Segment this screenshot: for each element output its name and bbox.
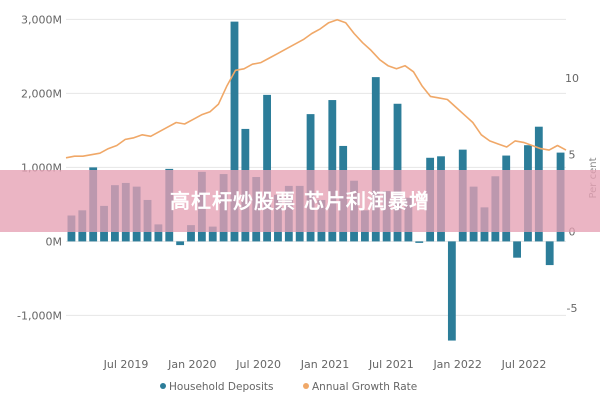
bar <box>513 241 521 258</box>
x-tick-label: Jan 2022 <box>432 358 481 371</box>
legend[interactable]: Household Deposits Annual Growth Rate <box>160 381 417 393</box>
banner-text: 高杠杆炒股票 芯片利润暴增 <box>170 189 430 213</box>
growth-rate-line <box>65 18 567 159</box>
bar <box>208 226 217 242</box>
y-tick-label: 0M <box>46 235 63 248</box>
bar <box>187 225 195 242</box>
gridlines <box>66 18 566 316</box>
legend-marker-growth <box>303 383 309 389</box>
y2-tick-label: 5 <box>569 149 576 162</box>
x-tick-label: Jan 2021 <box>300 358 349 371</box>
bar <box>230 21 239 242</box>
line-series <box>65 18 567 159</box>
bar <box>447 241 456 341</box>
legend-label-growth: Annual Growth Rate <box>312 381 417 393</box>
y-tick-label: -1,000M <box>17 309 62 322</box>
x-tick-label: Jan 2020 <box>167 358 216 371</box>
x-tick-label: Jul 2022 <box>501 358 547 371</box>
bar <box>545 241 554 266</box>
y2-tick-label: -5 <box>567 302 578 315</box>
y-tick-label: 2,000M <box>21 87 62 100</box>
bar <box>263 94 271 242</box>
bar <box>176 241 185 246</box>
legend-marker-deposits <box>160 383 166 389</box>
x-tick-label: Jul 2020 <box>235 358 281 371</box>
bar <box>154 224 163 242</box>
x-tick-label: Jul 2021 <box>368 358 414 371</box>
x-axis: Jul 2019 Jan 2020 Jul 2020 Jan 2021 Jul 2021… <box>103 358 547 371</box>
overlay-banner: 高杠杆炒股票 芯片利润暴增 <box>0 170 600 232</box>
bar <box>415 241 424 243</box>
x-tick-label: Jul 2019 <box>103 358 149 371</box>
bar <box>371 77 380 242</box>
legend-label-deposits: Household Deposits <box>169 381 274 393</box>
y2-tick-label: 10 <box>565 72 579 85</box>
y-tick-label: 3,000M <box>21 13 62 26</box>
